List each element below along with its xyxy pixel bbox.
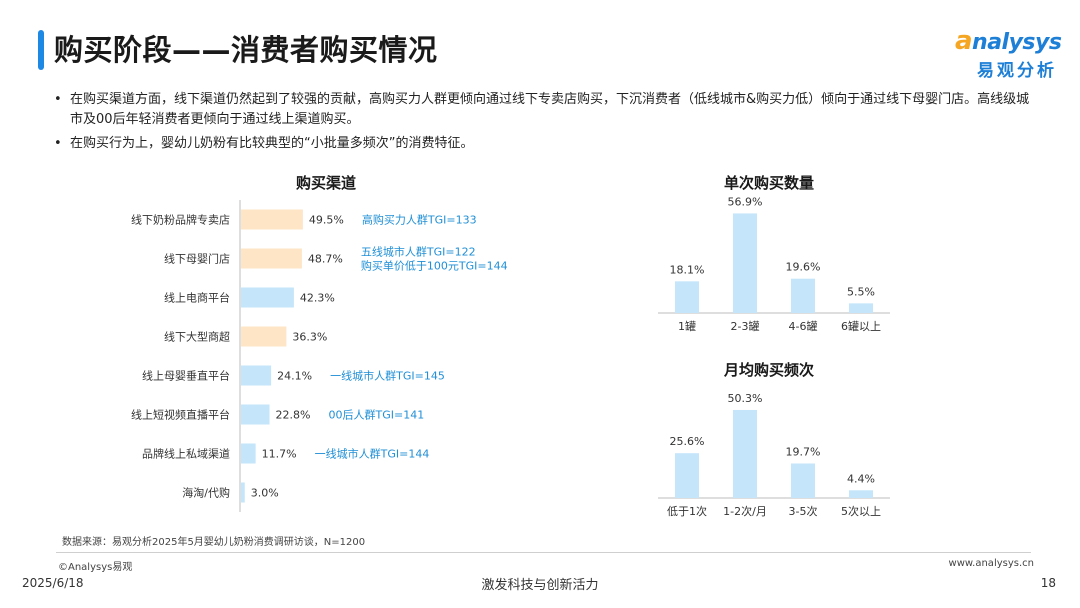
copyright: ©Analysys易观 bbox=[58, 562, 133, 573]
category-label: 6罐以上 bbox=[841, 320, 881, 333]
tgi-annotation: 一线城市人群TGI=144 bbox=[315, 447, 430, 461]
logo-chinese-name: 易观分析 bbox=[977, 61, 1057, 81]
column-bar bbox=[849, 303, 873, 313]
category-label: 2-3罐 bbox=[731, 320, 760, 333]
tgi-annotation: 五线城市人群TGI=122 bbox=[361, 245, 476, 259]
category-label: 线上电商平台 bbox=[164, 291, 230, 305]
value-label: 25.6% bbox=[670, 435, 705, 448]
summary-bullet: • 在购买行为上，婴幼儿奶粉有比较典型的“小批量多频次”的消费特征。 bbox=[50, 134, 1040, 154]
category-label: 5次以上 bbox=[841, 504, 881, 518]
channel-bar-chart: 线下奶粉品牌专卖店 49.5% 高购买力人群TGI=133 线下母婴门店 48.7% 五线… bbox=[131, 200, 508, 512]
value-label: 42.3% bbox=[300, 292, 335, 305]
category-label: 海淘/代购 bbox=[182, 486, 230, 500]
value-label: 49.5% bbox=[309, 214, 344, 227]
column-bar bbox=[733, 213, 757, 313]
quantity-bar-chart: 18.1% 1罐 56.9% 2-3罐 19.6% 4-6罐 5.5% 6罐以上 bbox=[658, 195, 890, 333]
value-label: 22.8% bbox=[276, 409, 311, 422]
page-number: 18 bbox=[1040, 576, 1056, 590]
logo-wordmark: analysys bbox=[955, 26, 1062, 56]
column-bar bbox=[791, 278, 815, 313]
channel-bar bbox=[241, 248, 302, 269]
category-label: 线下奶粉品牌专卖店 bbox=[131, 213, 230, 227]
category-label: 品牌线上私域渠道 bbox=[142, 447, 230, 461]
tgi-annotation: 00后人群TGI=141 bbox=[329, 408, 425, 422]
bullet-marker: • bbox=[54, 136, 62, 151]
value-label: 36.3% bbox=[292, 331, 327, 344]
category-label: 3-5次 bbox=[789, 504, 818, 518]
slogan: 激发科技与创新活力 bbox=[481, 578, 599, 593]
bullet-text: 在购买渠道方面，线下渠道仍然起到了较强的贡献，高购买力人群更倾向通过线下专卖店购… bbox=[70, 92, 1030, 127]
category-label: 1罐 bbox=[678, 320, 696, 333]
value-label: 50.3% bbox=[728, 392, 763, 405]
channel-chart-title: 购买渠道 bbox=[296, 174, 357, 192]
footer-divider bbox=[56, 552, 1031, 553]
category-label: 线下大型商超 bbox=[164, 330, 230, 344]
category-label: 线上母婴垂直平台 bbox=[142, 369, 230, 383]
column-bar bbox=[733, 409, 757, 498]
page-title: 购买阶段——消费者购买情况 bbox=[54, 33, 438, 67]
value-label: 18.1% bbox=[670, 263, 705, 276]
column-bar bbox=[675, 453, 699, 498]
value-label: 19.7% bbox=[786, 446, 821, 459]
column-bar bbox=[675, 281, 699, 313]
title-accent-bar bbox=[38, 30, 44, 70]
category-label: 线上短视频直播平台 bbox=[131, 408, 230, 422]
frequency-chart-title: 月均购买频次 bbox=[724, 361, 815, 379]
channel-bar bbox=[241, 404, 270, 425]
summary-bullet: • 在购买渠道方面，线下渠道仍然起到了较强的贡献，高购买力人群更倾向通过线下专卖… bbox=[50, 90, 1040, 130]
value-label: 56.9% bbox=[728, 195, 763, 208]
value-label: 5.5% bbox=[847, 285, 875, 298]
website-link[interactable]: www.analysys.cn bbox=[948, 558, 1034, 569]
quantity-chart-title: 单次购买数量 bbox=[724, 174, 815, 192]
channel-bar bbox=[241, 209, 303, 230]
category-label: 线下母婴门店 bbox=[164, 252, 230, 266]
value-label: 48.7% bbox=[308, 253, 343, 266]
data-source: 数据来源：易观分析2025年5月婴幼儿奶粉消费调研访谈，N=1200 bbox=[62, 537, 366, 548]
bullet-text: 在购买行为上，婴幼儿奶粉有比较典型的“小批量多频次”的消费特征。 bbox=[70, 136, 474, 151]
channel-bar bbox=[241, 482, 245, 503]
category-label: 低于1次 bbox=[667, 504, 707, 518]
column-bar bbox=[849, 490, 873, 498]
category-label: 4-6罐 bbox=[789, 320, 818, 333]
value-label: 24.1% bbox=[277, 370, 312, 383]
tgi-annotation: 购买单价低于100元TGI=144 bbox=[361, 259, 508, 273]
column-bar bbox=[791, 463, 815, 498]
category-label: 1-2次/月 bbox=[723, 504, 767, 518]
tgi-annotation: 高购买力人群TGI=133 bbox=[362, 213, 477, 227]
channel-bar bbox=[241, 443, 256, 464]
channel-bar bbox=[241, 365, 272, 386]
channel-bar bbox=[241, 287, 294, 308]
value-label: 19.6% bbox=[786, 261, 821, 274]
bullet-marker: • bbox=[54, 92, 62, 107]
value-label: 3.0% bbox=[251, 487, 279, 500]
summary-bullets: • 在购买渠道方面，线下渠道仍然起到了较强的贡献，高购买力人群更倾向通过线下专卖… bbox=[50, 90, 1040, 158]
channel-bar bbox=[241, 326, 287, 347]
frequency-bar-chart: 25.6% 低于1次 50.3% 1-2次/月 19.7% 3-5次 4.4% 5次以上 bbox=[658, 392, 890, 518]
value-label: 11.7% bbox=[262, 448, 297, 461]
tgi-annotation: 一线城市人群TGI=145 bbox=[330, 369, 445, 383]
report-date: 2025/6/18 bbox=[22, 576, 84, 590]
analysys-logo: analysys 易观分析 bbox=[955, 26, 1065, 81]
value-label: 4.4% bbox=[847, 472, 875, 485]
